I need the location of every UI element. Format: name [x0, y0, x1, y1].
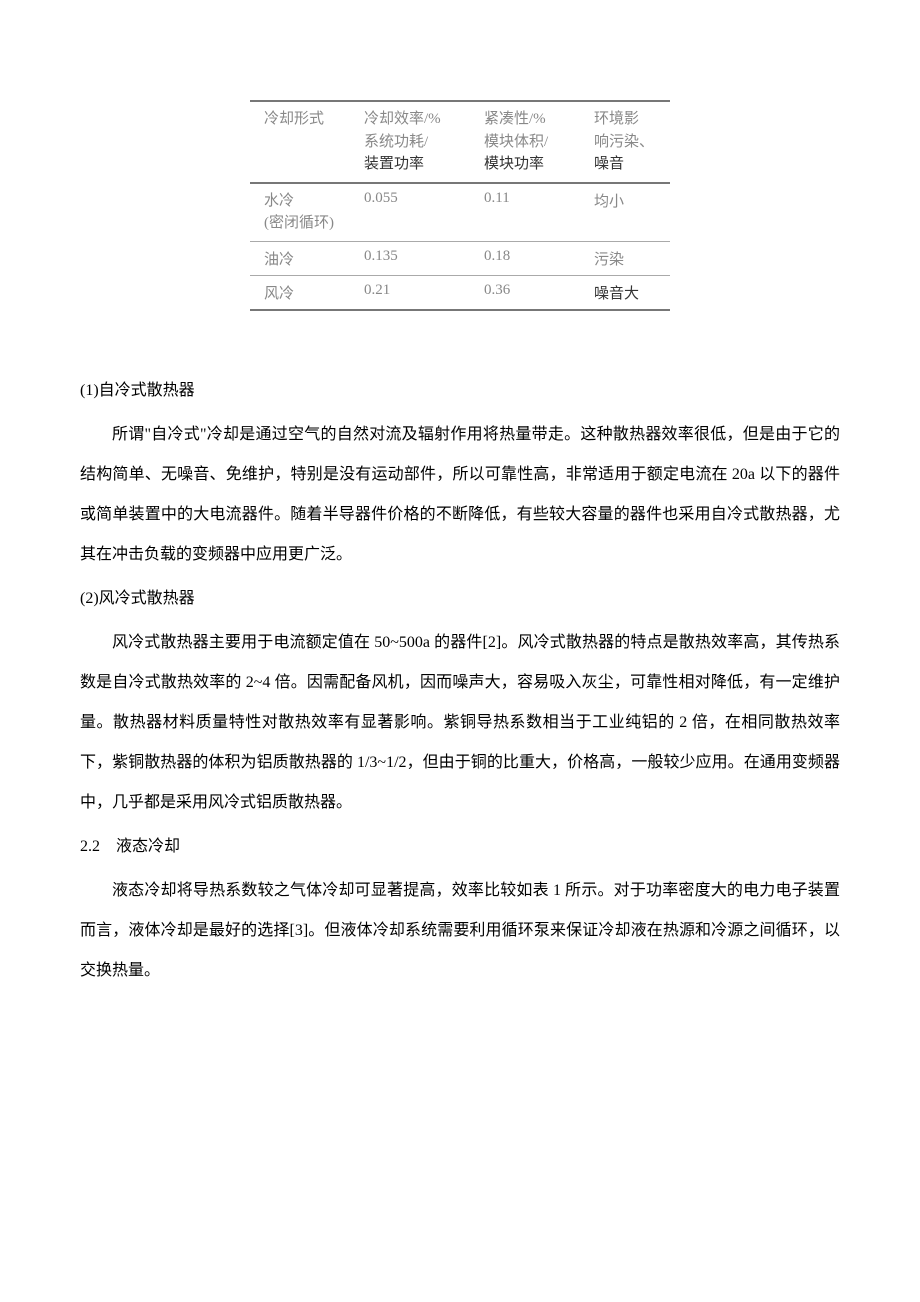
cell-text: 水冷 — [264, 190, 336, 213]
cell-environment: 噪音大 — [580, 275, 670, 310]
header-text: 模块功率 — [484, 153, 566, 176]
header-text: 紧凑性/% — [484, 108, 566, 131]
section-3-paragraph: 液态冷却将导热系数较之气体冷却可显著提高，效率比较如表 1 所示。对于功率密度大… — [80, 871, 840, 991]
cell-efficiency: 0.055 — [350, 183, 470, 242]
header-efficiency: 冷却效率/% 系统功耗/ 装置功率 — [350, 101, 470, 183]
cell-compactness: 0.36 — [470, 275, 580, 310]
section-1-paragraph: 所谓"自冷式"冷却是通过空气的自然对流及辐射作用将热量带走。这种散热器效率很低，… — [80, 415, 840, 575]
section-1-heading: (1)自冷式散热器 — [80, 371, 840, 411]
table-row: 风冷 0.21 0.36 噪音大 — [250, 275, 670, 310]
comparison-table-container: 冷却形式 冷却效率/% 系统功耗/ 装置功率 紧凑性/% 模块体积/ 模块功率 … — [80, 100, 840, 311]
header-text: 噪音 — [594, 153, 656, 176]
cell-type: 油冷 — [250, 241, 350, 275]
cooling-comparison-table: 冷却形式 冷却效率/% 系统功耗/ 装置功率 紧凑性/% 模块体积/ 模块功率 … — [250, 100, 670, 311]
cell-compactness: 0.11 — [470, 183, 580, 242]
table-header-row: 冷却形式 冷却效率/% 系统功耗/ 装置功率 紧凑性/% 模块体积/ 模块功率 … — [250, 101, 670, 183]
table-row: 油冷 0.135 0.18 污染 — [250, 241, 670, 275]
section-2-paragraph: 风冷式散热器主要用于电流额定值在 50~500a 的器件[2]。风冷式散热器的特… — [80, 623, 840, 823]
table-row: 水冷 (密闭循环) 0.055 0.11 均小 — [250, 183, 670, 242]
header-text: 系统功耗/ — [364, 131, 456, 154]
header-cooling-type: 冷却形式 — [250, 101, 350, 183]
header-text: 冷却效率/% — [364, 108, 456, 131]
cell-environment: 污染 — [580, 241, 670, 275]
cell-compactness: 0.18 — [470, 241, 580, 275]
cell-type: 水冷 (密闭循环) — [250, 183, 350, 242]
header-compactness: 紧凑性/% 模块体积/ 模块功率 — [470, 101, 580, 183]
header-text: 环境影 — [594, 108, 656, 131]
section-3-heading: 2.2 液态冷却 — [80, 827, 840, 867]
cell-environment: 均小 — [580, 183, 670, 242]
header-text: 装置功率 — [364, 153, 456, 176]
cell-type: 风冷 — [250, 275, 350, 310]
section-2-heading: (2)风冷式散热器 — [80, 579, 840, 619]
cell-efficiency: 0.21 — [350, 275, 470, 310]
cell-efficiency: 0.135 — [350, 241, 470, 275]
header-environment: 环境影 响污染、 噪音 — [580, 101, 670, 183]
header-text: 响污染、 — [594, 131, 656, 154]
cell-text: (密闭循环) — [264, 212, 336, 235]
header-text: 冷却形式 — [264, 108, 336, 131]
header-text: 模块体积/ — [484, 131, 566, 154]
